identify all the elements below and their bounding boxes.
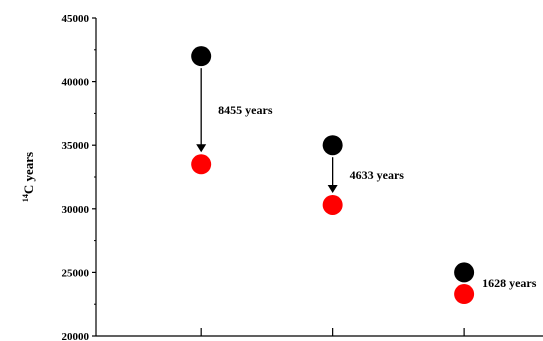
data-point-red [191, 154, 212, 175]
data-point-red [322, 194, 343, 215]
data-point-red [454, 284, 475, 305]
annotation-label: 1628 years [482, 276, 537, 290]
y-tick-label: 35000 [62, 140, 90, 152]
y-axis-label-superscript: 14 [21, 194, 30, 202]
data-point-black [191, 46, 212, 67]
y-axis-label-main: C years [21, 152, 36, 194]
annotations: 8455 years 4633 years 1628 years [196, 68, 537, 290]
y-ticks: 20000 25000 30000 35000 40000 45000 [62, 13, 96, 341]
y-tick-label: 30000 [62, 204, 90, 216]
annotation-arrow-head [196, 144, 207, 153]
y-tick-label: 40000 [62, 77, 90, 89]
y-axis-label: 14C years [21, 152, 36, 202]
annotation-arrow-head [327, 184, 338, 193]
data-point-black [322, 135, 343, 156]
axes [95, 18, 543, 337]
annotation-label: 8455 years [218, 103, 273, 117]
y-tick-label: 25000 [62, 267, 90, 279]
annotation-label: 4633 years [350, 168, 405, 182]
data-points [191, 46, 475, 305]
data-point-black [454, 262, 475, 283]
y-tick-label: 45000 [62, 13, 90, 25]
y-tick-label: 20000 [62, 331, 90, 341]
x-ticks [200, 328, 465, 336]
